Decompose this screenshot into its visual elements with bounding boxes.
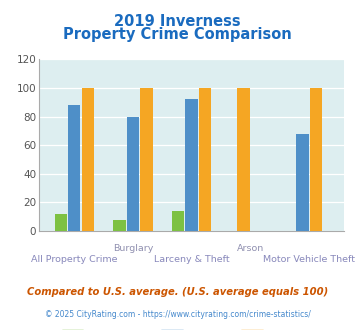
Bar (186, 99, 198, 231)
Text: Arson: Arson (237, 244, 264, 253)
Text: © 2025 CityRating.com - https://www.cityrating.com/crime-statistics/: © 2025 CityRating.com - https://www.city… (45, 310, 310, 319)
Text: Motor Vehicle Theft: Motor Vehicle Theft (263, 255, 355, 264)
Bar (172, 211, 184, 231)
Bar (237, 88, 250, 231)
Bar (140, 88, 153, 231)
Bar (68, 105, 81, 231)
Bar (296, 134, 308, 231)
Bar (113, 219, 126, 231)
Text: All Property Crime: All Property Crime (31, 255, 118, 264)
Bar (55, 214, 67, 231)
Bar (82, 88, 94, 231)
Text: Burglary: Burglary (113, 244, 153, 253)
Bar (199, 88, 212, 231)
Text: Compared to U.S. average. (U.S. average equals 100): Compared to U.S. average. (U.S. average … (27, 287, 328, 297)
Bar (310, 88, 322, 231)
Text: Larceny & Theft: Larceny & Theft (154, 255, 230, 264)
Text: 2019 Inverness: 2019 Inverness (114, 14, 241, 29)
Bar (127, 116, 139, 231)
Text: Property Crime Comparison: Property Crime Comparison (63, 27, 292, 42)
